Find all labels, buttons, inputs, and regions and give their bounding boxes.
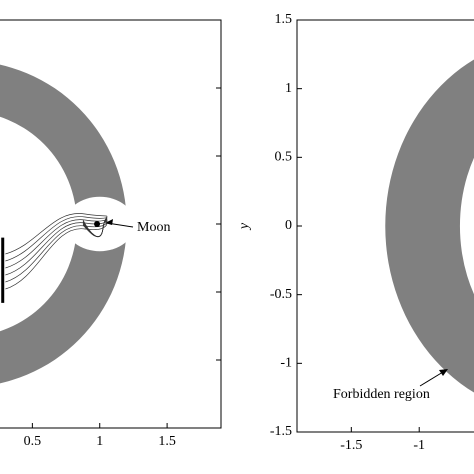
moon [94, 221, 101, 227]
plot-area [385, 59, 474, 393]
y-tick-label: -1 [280, 356, 292, 371]
trajectory [5, 221, 108, 290]
x-tick-label: 1.5 [158, 434, 176, 449]
x-tick-label: 1 [96, 434, 103, 449]
right-panel: Forbidden region y -1.5 -1 -1.5 -1 -0.5 0 0.5 1 1.… [237, 12, 474, 453]
left-panel: Moon 0.5 1 1.5 [0, 19, 222, 449]
y-tick-label: 0 [285, 218, 292, 233]
annotation: Forbidden region [333, 387, 430, 402]
y-axis-label: y [237, 222, 252, 231]
y-tick-label: -0.5 [270, 287, 292, 302]
x-tick-label: -1 [413, 438, 425, 453]
arrow-head [105, 219, 114, 225]
forbidden-region [0, 64, 127, 384]
arrow [419, 371, 444, 387]
x-tick-label: 0.5 [24, 434, 42, 449]
arrow-head [439, 369, 448, 376]
annotation: Moon [137, 220, 170, 235]
x-tick-label: -1.5 [340, 438, 362, 453]
y-tick-label: 1.5 [275, 12, 293, 27]
y-tick-label: 0.5 [275, 150, 293, 165]
forbidden-region [385, 59, 474, 393]
plot-area [0, 64, 135, 384]
y-tick-label: 1 [285, 81, 292, 96]
y-tick-label: -1.5 [270, 424, 292, 439]
